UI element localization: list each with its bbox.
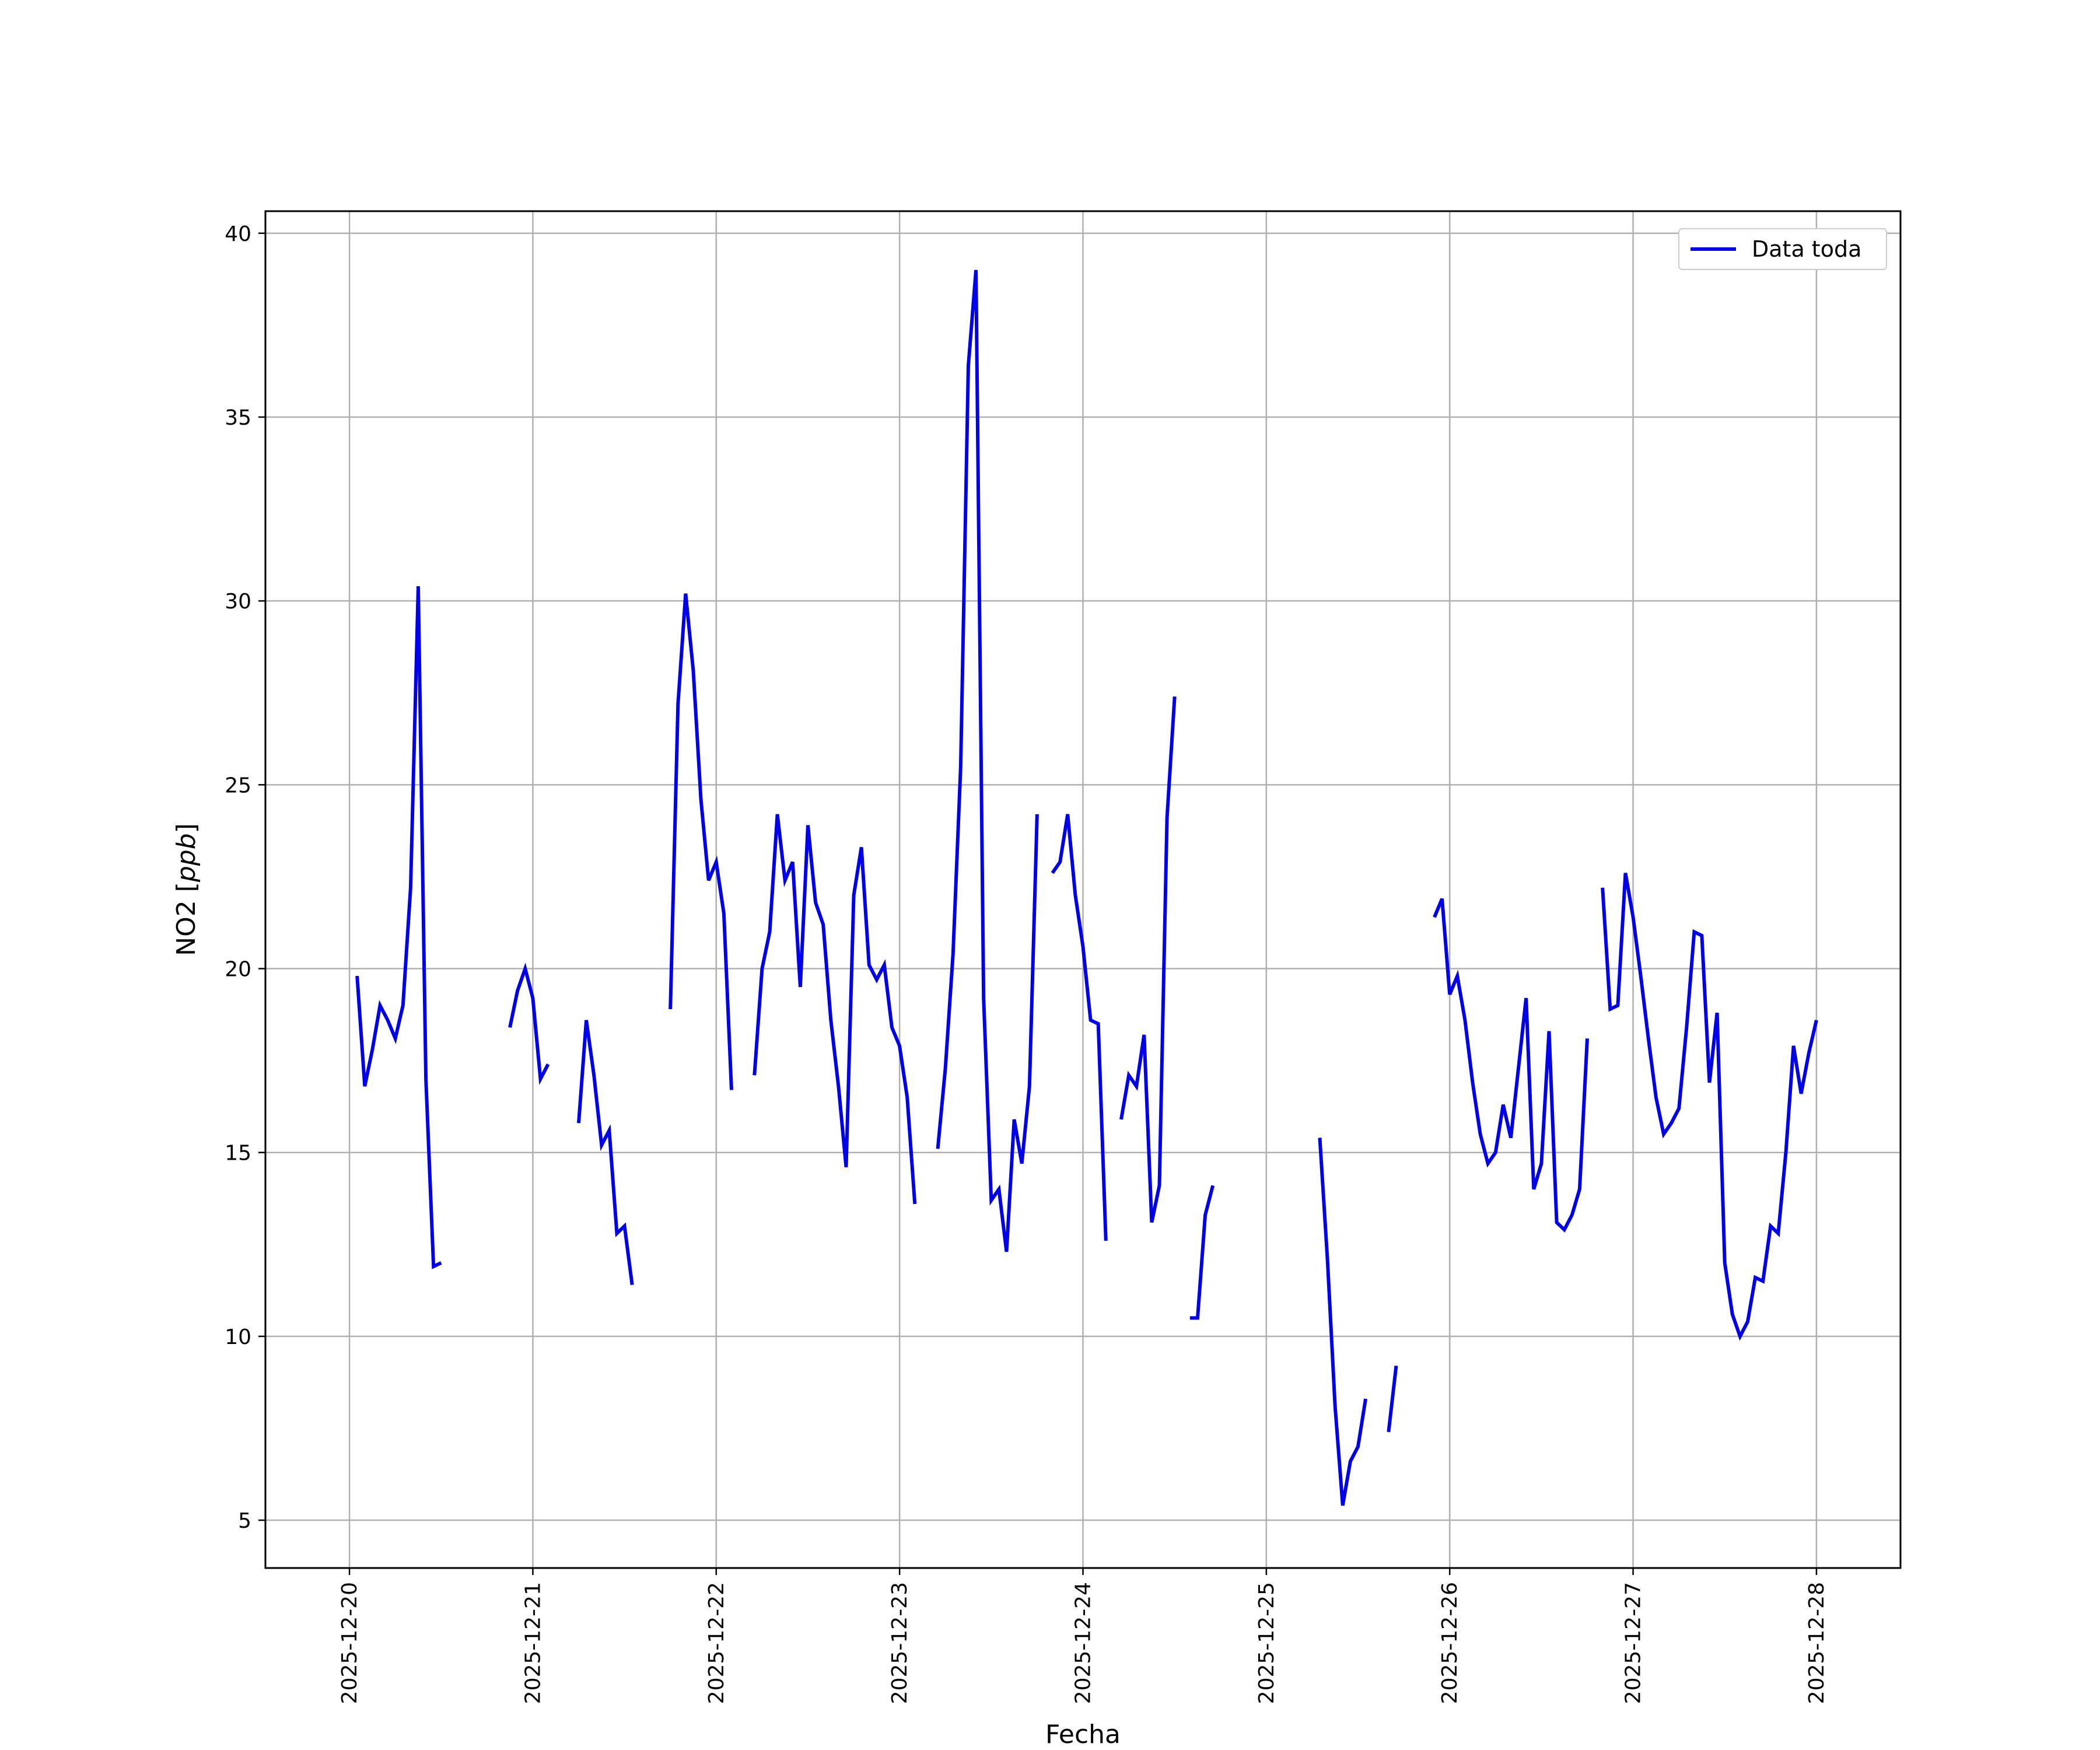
y-axis-title: NO2 [ppb]	[172, 823, 201, 956]
series-segment	[1189, 1185, 1215, 1320]
y-tick-label: 10	[225, 1325, 251, 1349]
series-segment	[752, 814, 917, 1205]
y-axis-title-unit: ppb	[172, 833, 201, 883]
y-axis-title-main: NO2 [	[172, 882, 201, 956]
x-tick-label: 2025-12-20	[338, 1582, 362, 1704]
x-tick-label: 2025-12-22	[705, 1582, 729, 1704]
series-segment	[668, 593, 733, 1090]
y-axis-title-close: ]	[172, 823, 201, 833]
x-tick-label: 2025-12-27	[1622, 1582, 1646, 1704]
x-tick-label: 2025-12-26	[1438, 1582, 1462, 1704]
y-tick-label: 40	[225, 222, 251, 246]
y-tick-label: 15	[225, 1142, 251, 1166]
ticks: 5 10 15 20 25 30 35 40 2025-12-20 2025-12-21 2025-…	[225, 222, 1829, 1704]
grid	[265, 211, 1901, 1568]
series-segment	[577, 1020, 634, 1285]
legend: Data toda	[1678, 228, 1887, 270]
legend-label: Data toda	[1752, 236, 1861, 262]
series-line	[355, 270, 1818, 1506]
x-tick-label: 2025-12-24	[1072, 1582, 1096, 1704]
series-segment	[1433, 898, 1589, 1233]
y-tick-label: 35	[225, 406, 251, 430]
series-segment	[1318, 1138, 1368, 1506]
series-segment	[1119, 696, 1177, 1223]
legend-box	[1678, 228, 1887, 270]
y-tick-label: 25	[225, 774, 251, 797]
x-axis-title: Fecha	[1045, 1720, 1121, 1749]
series-segment	[508, 963, 550, 1086]
y-tick-label: 30	[225, 590, 251, 614]
series-segment	[936, 270, 1039, 1252]
y-tick-label: 5	[238, 1509, 251, 1533]
y-tick-label: 20	[225, 958, 251, 982]
series-layer	[355, 270, 1818, 1506]
x-tick-label: 2025-12-25	[1255, 1582, 1279, 1704]
x-tick-label: 2025-12-21	[521, 1582, 545, 1704]
series-segment	[1601, 873, 1818, 1341]
x-tick-label: 2025-12-28	[1805, 1582, 1829, 1704]
series-segment	[1387, 1365, 1398, 1433]
series-segment	[1051, 814, 1108, 1241]
x-tick-label: 2025-12-23	[888, 1582, 912, 1704]
series-segment	[355, 586, 442, 1269]
